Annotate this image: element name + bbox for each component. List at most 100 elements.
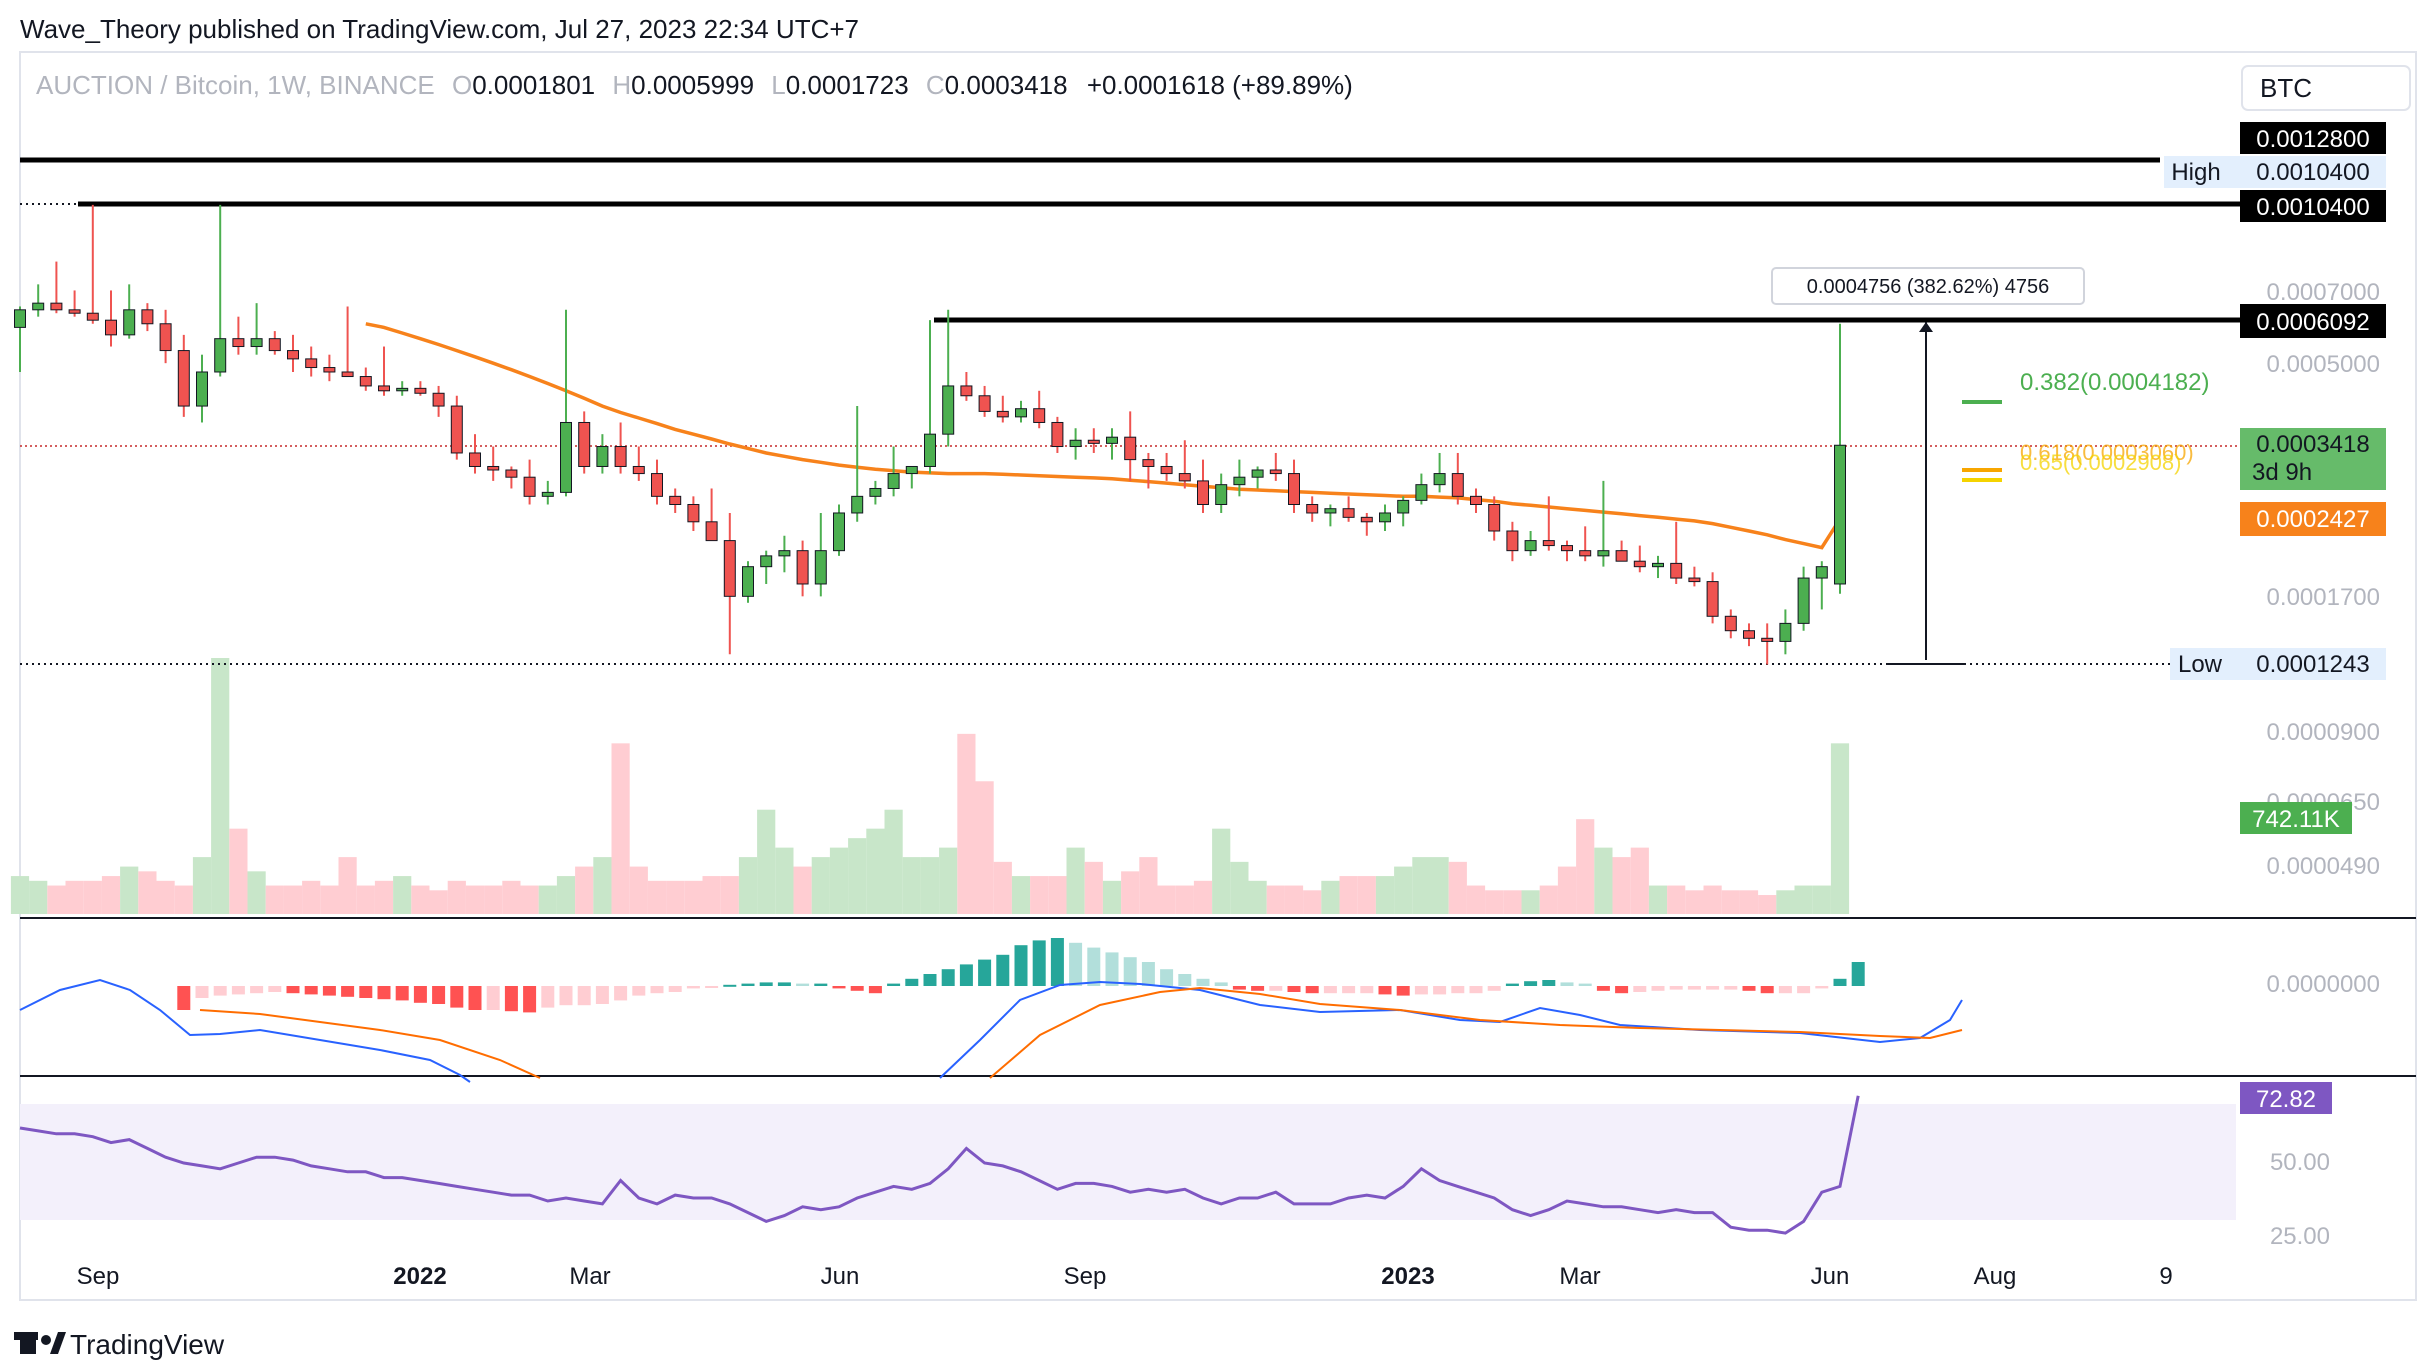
- symbol-legend[interactable]: AUCTION / Bitcoin, 1W, BINANCE O0.000180…: [36, 70, 1353, 100]
- macd-histogram-bar: [1833, 978, 1847, 986]
- svg-text:3d 9h: 3d 9h: [2252, 459, 2312, 486]
- candle: [796, 540, 809, 597]
- macd-histogram-bar: [905, 978, 919, 986]
- macd-histogram-bar: [1414, 986, 1428, 995]
- candle: [196, 354, 208, 423]
- candle: [1324, 504, 1337, 527]
- tag-low: [2170, 648, 2386, 680]
- volume-bar: [211, 658, 230, 914]
- macd-histogram-bar: [413, 986, 427, 1003]
- candle: [141, 303, 154, 332]
- candle: [323, 354, 336, 382]
- volume-bar: [920, 857, 940, 914]
- macd-histogram-bar: [723, 984, 737, 987]
- candle: [1761, 623, 1774, 665]
- volume-bar: [502, 880, 521, 914]
- candle: [760, 550, 773, 584]
- volume-bar: [65, 880, 84, 914]
- time-axis-label: Mar: [1559, 1263, 1600, 1290]
- candle: [1160, 452, 1173, 481]
- svg-text:0.0003418: 0.0003418: [2256, 431, 2369, 458]
- candle: [1561, 540, 1573, 562]
- moving-average-layer: [365, 322, 1842, 550]
- candle: [1706, 572, 1719, 624]
- rsi-layer: [19, 1095, 1860, 1235]
- volume-bar: [1776, 890, 1795, 914]
- rsi-line: [19, 1095, 1860, 1235]
- candle: [1269, 452, 1282, 481]
- macd-histogram-bar: [1815, 986, 1829, 989]
- macd-histogram-bar: [923, 974, 937, 986]
- time-axis-label: 9: [2159, 1263, 2172, 1290]
- volume-bar: [1612, 857, 1631, 914]
- candle: [14, 306, 26, 372]
- candle: [305, 346, 318, 377]
- volume-bar: [939, 847, 958, 914]
- macd-histogram-bar: [1360, 986, 1374, 994]
- scale-label-000049: 0.0000490: [2267, 853, 2380, 880]
- tag-top-line: [2240, 122, 2386, 154]
- candle: [1815, 561, 1828, 610]
- time-axis-label: Jun: [821, 1263, 860, 1290]
- macd-histogram-bar: [213, 986, 227, 996]
- signal-line-left: [199, 1009, 541, 1079]
- currency-button[interactable]: [2241, 65, 2411, 111]
- macd-histogram-bar: [1542, 980, 1556, 986]
- candle: [50, 261, 63, 314]
- macd-histogram-bar: [1378, 986, 1392, 995]
- moving-average-line: [365, 322, 1842, 550]
- candle: [723, 512, 736, 655]
- candle: [86, 204, 99, 324]
- volume-bar: [629, 866, 648, 914]
- volume-bar: [1412, 857, 1431, 914]
- volume-bar: [47, 885, 66, 914]
- macd-histogram-bar: [1451, 986, 1465, 994]
- candle: [396, 381, 409, 396]
- volume-bar: [393, 876, 412, 914]
- candle: [905, 465, 918, 489]
- candle: [159, 309, 172, 364]
- candle: [1251, 466, 1264, 489]
- candle: [1597, 480, 1610, 567]
- volume-bar: [265, 885, 284, 914]
- candle: [1579, 526, 1592, 562]
- time-axis-label: Aug: [1974, 1263, 2017, 1290]
- volume-bar: [374, 880, 394, 914]
- tag-last-price: [2240, 428, 2386, 490]
- svg-text:0.0010400: 0.0010400: [2256, 194, 2369, 221]
- tag-mid-line: [2240, 190, 2386, 222]
- volume-bar: [775, 847, 794, 914]
- volume-bar: [484, 885, 503, 914]
- volume-bar: [1703, 885, 1722, 914]
- volume-bar: [866, 828, 885, 914]
- candle: [1633, 545, 1646, 573]
- volume-bar: [848, 838, 867, 914]
- svg-text:0.0012800: 0.0012800: [2256, 126, 2369, 153]
- candle: [705, 488, 718, 542]
- macd-histogram-bar: [1578, 983, 1592, 986]
- volume-bar: [1303, 890, 1322, 914]
- volume-bar: [1667, 885, 1686, 914]
- candle: [378, 346, 390, 396]
- macd-histogram-bar: [1323, 986, 1337, 994]
- volume-bar: [1321, 880, 1340, 914]
- macd-zero-label: 0.0000000: [2267, 971, 2380, 998]
- macd-histogram-bar: [231, 986, 245, 995]
- candle: [1652, 555, 1664, 579]
- svg-text:0.0002427: 0.0002427: [2256, 506, 2369, 533]
- candle: [687, 496, 700, 531]
- candle: [1488, 496, 1501, 541]
- candle: [1797, 566, 1810, 631]
- macd-histogram-bar: [1214, 982, 1228, 986]
- volume-bar: [666, 880, 685, 914]
- macd-histogram-bar: [322, 986, 336, 996]
- candle: [1124, 411, 1137, 481]
- svg-text:0.0006092: 0.0006092: [2256, 309, 2369, 336]
- candle: [1087, 428, 1100, 453]
- candle: [1306, 496, 1319, 522]
- candle: [924, 320, 936, 474]
- candle: [560, 309, 572, 497]
- candle: [742, 561, 754, 603]
- candle: [250, 303, 263, 355]
